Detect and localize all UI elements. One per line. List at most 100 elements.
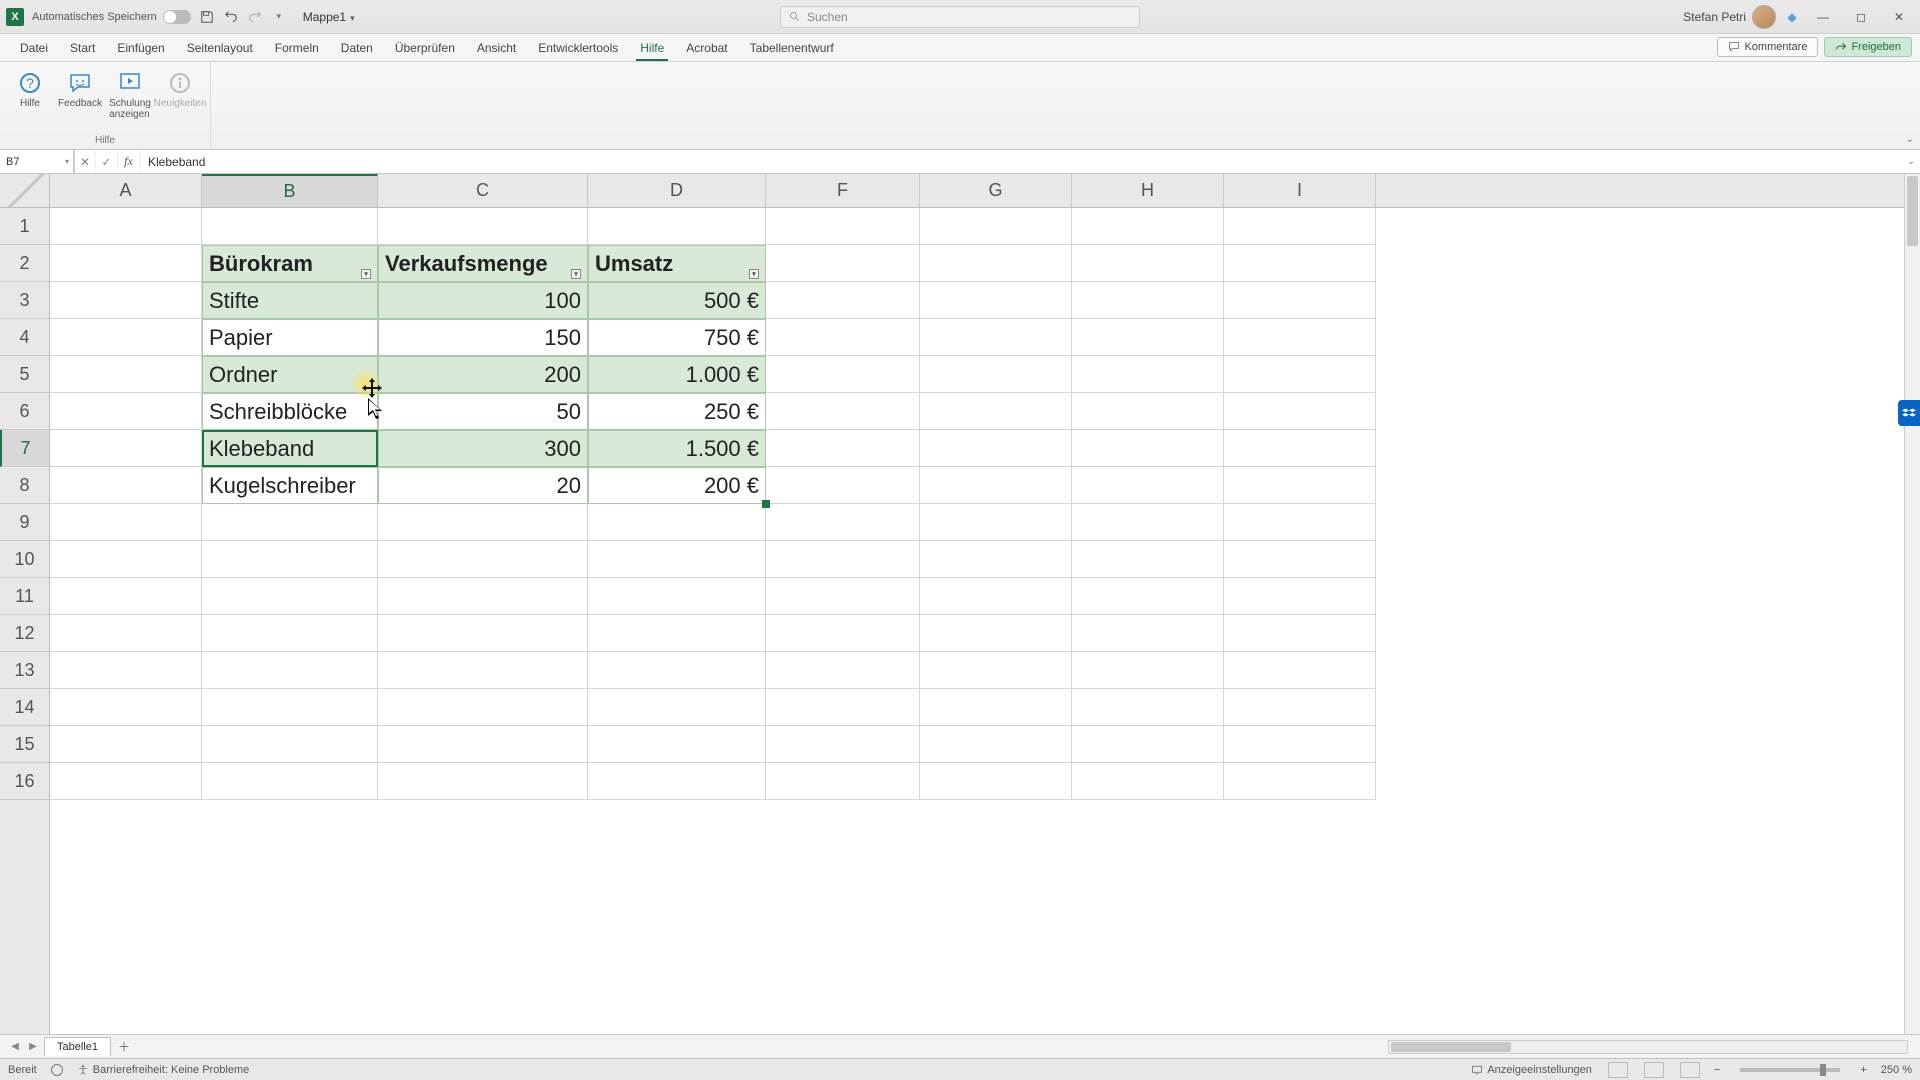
cell-A15[interactable] xyxy=(50,726,202,763)
cell-D1[interactable] xyxy=(588,208,766,245)
tab-überprüfen[interactable]: Überprüfen xyxy=(385,37,465,61)
cell-C8[interactable]: 20 xyxy=(378,467,588,504)
select-all-corner[interactable] xyxy=(0,174,50,208)
cell-F11[interactable] xyxy=(766,578,920,615)
cell-B9[interactable] xyxy=(202,504,378,541)
cell-C7[interactable]: 300 xyxy=(378,430,588,467)
cell-B16[interactable] xyxy=(202,763,378,800)
fx-icon[interactable]: fx xyxy=(118,150,140,173)
cell-G9[interactable] xyxy=(920,504,1072,541)
cell-G2[interactable] xyxy=(920,245,1072,282)
row-header-5[interactable]: 5 xyxy=(0,356,49,393)
cell-C9[interactable] xyxy=(378,504,588,541)
search-box[interactable]: Suchen xyxy=(780,6,1140,28)
cell-F13[interactable] xyxy=(766,652,920,689)
cell-F10[interactable] xyxy=(766,541,920,578)
row-header-1[interactable]: 1 xyxy=(0,208,49,245)
cell-H3[interactable] xyxy=(1072,282,1224,319)
cell-B12[interactable] xyxy=(202,615,378,652)
cell-A11[interactable] xyxy=(50,578,202,615)
row-header-15[interactable]: 15 xyxy=(0,726,49,763)
cell-D10[interactable] xyxy=(588,541,766,578)
cell-C15[interactable] xyxy=(378,726,588,763)
cell-F8[interactable] xyxy=(766,467,920,504)
row-header-11[interactable]: 11 xyxy=(0,578,49,615)
cell-B15[interactable] xyxy=(202,726,378,763)
filter-icon[interactable]: ▾ xyxy=(361,269,371,279)
tab-entwicklertools[interactable]: Entwicklertools xyxy=(528,37,628,61)
cell-C1[interactable] xyxy=(378,208,588,245)
row-header-14[interactable]: 14 xyxy=(0,689,49,726)
cell-F3[interactable] xyxy=(766,282,920,319)
col-header-G[interactable]: G xyxy=(920,174,1072,207)
cell-G5[interactable] xyxy=(920,356,1072,393)
cell-A1[interactable] xyxy=(50,208,202,245)
cell-H4[interactable] xyxy=(1072,319,1224,356)
formula-expand-icon[interactable]: ⌄ xyxy=(1902,156,1920,167)
col-header-F[interactable]: F xyxy=(766,174,920,207)
cell-I11[interactable] xyxy=(1224,578,1376,615)
cell-G16[interactable] xyxy=(920,763,1072,800)
autosave-toggle[interactable]: Automatisches Speichern xyxy=(32,10,191,24)
cell-F12[interactable] xyxy=(766,615,920,652)
user-account[interactable]: Stefan Petri xyxy=(1683,5,1776,29)
col-header-I[interactable]: I xyxy=(1224,174,1376,207)
dropbox-badge-icon[interactable] xyxy=(1898,400,1920,426)
cell-I3[interactable] xyxy=(1224,282,1376,319)
cell-H15[interactable] xyxy=(1072,726,1224,763)
save-icon[interactable] xyxy=(199,9,215,25)
cell-I7[interactable] xyxy=(1224,430,1376,467)
cell-F2[interactable] xyxy=(766,245,920,282)
cell-I10[interactable] xyxy=(1224,541,1376,578)
row-header-7[interactable]: 7 xyxy=(0,430,49,467)
cell-F14[interactable] xyxy=(766,689,920,726)
cell-B14[interactable] xyxy=(202,689,378,726)
cell-A14[interactable] xyxy=(50,689,202,726)
cell-G14[interactable] xyxy=(920,689,1072,726)
cell-H8[interactable] xyxy=(1072,467,1224,504)
cell-C13[interactable] xyxy=(378,652,588,689)
cell-C3[interactable]: 100 xyxy=(378,282,588,319)
tab-acrobat[interactable]: Acrobat xyxy=(676,37,737,61)
horizontal-scrollbar[interactable] xyxy=(1388,1040,1908,1054)
cell-D8[interactable]: 200 € xyxy=(588,467,766,504)
filename[interactable]: Mappe1 xyxy=(303,10,355,24)
cell-I5[interactable] xyxy=(1224,356,1376,393)
cell-H6[interactable] xyxy=(1072,393,1224,430)
formula-enter-icon[interactable]: ✓ xyxy=(96,150,118,173)
cell-H12[interactable] xyxy=(1072,615,1224,652)
worksheet[interactable]: ABCDFGHI 12345678910111213141516 Bürokra… xyxy=(0,174,1920,1034)
cell-I16[interactable] xyxy=(1224,763,1376,800)
cell-G15[interactable] xyxy=(920,726,1072,763)
cell-I4[interactable] xyxy=(1224,319,1376,356)
cell-C4[interactable]: 150 xyxy=(378,319,588,356)
ribbon-training-button[interactable]: Schulunganzeigen xyxy=(108,66,152,120)
cell-H11[interactable] xyxy=(1072,578,1224,615)
row-header-6[interactable]: 6 xyxy=(0,393,49,430)
row-header-10[interactable]: 10 xyxy=(0,541,49,578)
cell-H14[interactable] xyxy=(1072,689,1224,726)
col-header-C[interactable]: C xyxy=(378,174,588,207)
cell-G7[interactable] xyxy=(920,430,1072,467)
cell-G10[interactable] xyxy=(920,541,1072,578)
cell-D13[interactable] xyxy=(588,652,766,689)
cell-A12[interactable] xyxy=(50,615,202,652)
tab-ansicht[interactable]: Ansicht xyxy=(467,37,526,61)
cell-B13[interactable] xyxy=(202,652,378,689)
cell-D9[interactable] xyxy=(588,504,766,541)
display-settings[interactable]: Anzeigeeinstellungen xyxy=(1471,1064,1592,1076)
cell-I12[interactable] xyxy=(1224,615,1376,652)
cell-G3[interactable] xyxy=(920,282,1072,319)
cell-D6[interactable]: 250 € xyxy=(588,393,766,430)
view-pagelayout-button[interactable] xyxy=(1644,1062,1664,1078)
cell-B3[interactable]: Stifte xyxy=(202,282,378,319)
name-box[interactable]: B7 xyxy=(0,150,74,173)
cell-H2[interactable] xyxy=(1072,245,1224,282)
qat-more-icon[interactable]: ▾ xyxy=(271,9,287,25)
cell-F7[interactable] xyxy=(766,430,920,467)
row-header-9[interactable]: 9 xyxy=(0,504,49,541)
cell-F6[interactable] xyxy=(766,393,920,430)
cell-I9[interactable] xyxy=(1224,504,1376,541)
cell-A2[interactable] xyxy=(50,245,202,282)
cell-C5[interactable]: 200 xyxy=(378,356,588,393)
